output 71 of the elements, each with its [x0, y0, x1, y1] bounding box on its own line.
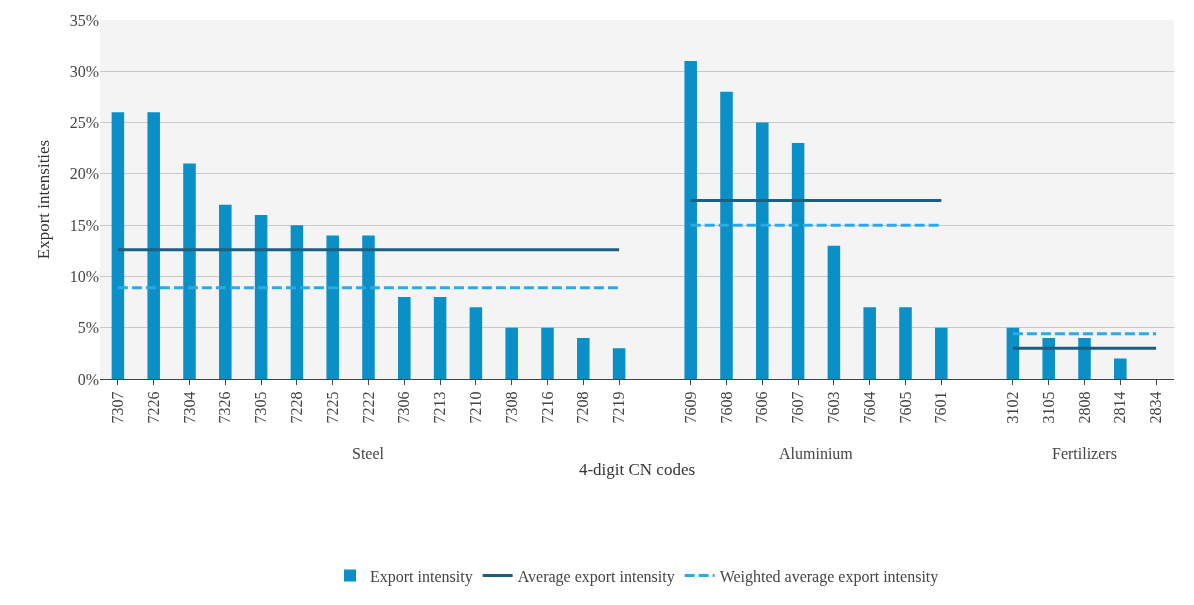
x-tick-label: 3102 — [1004, 391, 1022, 424]
bar — [791, 143, 805, 379]
x-tick-label: 7326 — [216, 391, 234, 424]
y-tick-label: 5% — [77, 319, 99, 337]
x-tick-label: 2834 — [1147, 391, 1165, 424]
x-tick-label: 7307 — [109, 391, 127, 424]
bar — [899, 307, 912, 379]
bar — [684, 61, 697, 379]
y-tick-label: 35% — [69, 11, 99, 29]
x-axis-title: 4-digit CN codes — [578, 459, 696, 479]
x-tick-label: 7213 — [431, 391, 449, 424]
bar — [720, 91, 733, 379]
x-tick-label: 3105 — [1039, 391, 1057, 424]
x-tick-label: 7308 — [502, 391, 520, 424]
x-tick-label: 7305 — [252, 391, 270, 424]
bar — [1114, 358, 1127, 379]
x-tick-label: 7603 — [825, 391, 843, 424]
x-tick-label: 7208 — [574, 391, 592, 424]
bar — [219, 204, 232, 379]
x-tick-label: 7225 — [323, 391, 341, 424]
x-tick-label: 7605 — [896, 391, 914, 424]
y-axis-title: Export intensities — [34, 139, 54, 260]
bar — [147, 112, 160, 379]
bar — [1006, 327, 1020, 379]
y-tick-label: 0% — [77, 370, 99, 388]
x-tick-label: 7601 — [932, 391, 950, 424]
legend-label: Weighted average export intensity — [719, 567, 939, 586]
y-tick-label: 30% — [69, 62, 99, 80]
x-tick-label: 7306 — [395, 391, 413, 424]
x-tick-label: 2814 — [1111, 391, 1129, 424]
bar — [290, 225, 304, 379]
x-tick-label: 7604 — [860, 391, 878, 424]
x-tick-label: 7226 — [144, 391, 162, 424]
bar — [827, 245, 841, 379]
bar — [326, 235, 339, 379]
bar — [612, 348, 626, 379]
bar — [935, 327, 948, 379]
bar — [756, 122, 769, 379]
bar — [1042, 337, 1055, 379]
x-tick-label: 7228 — [288, 391, 306, 424]
bar — [577, 337, 590, 379]
bar — [183, 163, 196, 379]
y-tick-label: 25% — [69, 114, 99, 132]
x-tick-label: 7304 — [180, 391, 198, 424]
x-tick-label: 7609 — [681, 391, 699, 424]
legend-label: Average export intensity — [517, 567, 675, 586]
x-tick-label: 7607 — [789, 391, 807, 424]
bar — [254, 214, 268, 379]
bar — [505, 327, 518, 379]
x-tick-label: 7222 — [359, 391, 377, 424]
bar — [398, 296, 411, 379]
x-tick-label: 7606 — [753, 391, 771, 424]
y-tick-label: 20% — [69, 165, 99, 183]
bar — [433, 296, 447, 379]
x-tick-label: 2808 — [1075, 391, 1093, 424]
x-tick-label: 7219 — [610, 391, 628, 424]
bar — [469, 307, 483, 379]
y-tick-label: 15% — [69, 216, 99, 234]
y-tick-label: 10% — [69, 268, 99, 286]
x-tick-label: 7608 — [717, 391, 735, 424]
bar — [541, 327, 554, 379]
text: Steel — [352, 445, 385, 462]
x-tick-label: 7210 — [467, 391, 485, 424]
text: Aluminium — [779, 445, 854, 462]
bar — [1078, 337, 1091, 379]
bar — [362, 235, 375, 379]
x-tick-label: 7216 — [538, 391, 556, 424]
text: Fertilizers — [1052, 445, 1117, 462]
bar — [863, 307, 876, 379]
bar — [111, 112, 125, 379]
legend-label: Export intensity — [370, 567, 473, 586]
